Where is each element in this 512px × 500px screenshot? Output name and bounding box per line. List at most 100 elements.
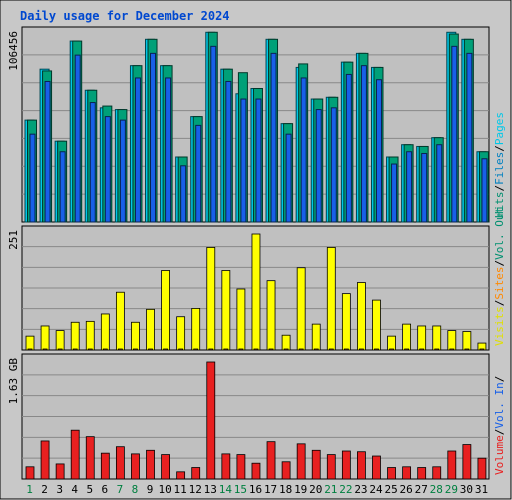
legend-item: /: [493, 260, 506, 267]
bar-visits: [55, 330, 65, 351]
legend-item: Vol. Out: [493, 207, 506, 260]
bar-pages: [240, 98, 247, 223]
bar-volume: [462, 444, 472, 480]
bar-visits: [131, 321, 140, 351]
bar-volume: [417, 467, 427, 480]
bar-volume: [70, 429, 80, 480]
day-label: 21: [324, 483, 337, 496]
bar-visits: [40, 325, 50, 351]
bar-visits: [296, 267, 306, 351]
bar-pages: [210, 45, 217, 223]
day-label: 6: [102, 483, 109, 496]
bar-sites: [464, 348, 470, 351]
day-label: 16: [249, 483, 262, 496]
day-label: 13: [204, 483, 217, 496]
bar-sites: [389, 348, 394, 351]
bar-visits: [387, 335, 396, 351]
day-label: 4: [71, 483, 78, 496]
bar-pages: [165, 77, 172, 223]
day-label: 8: [132, 483, 139, 496]
day-label: 27: [415, 483, 428, 496]
bar-visits: [417, 325, 427, 351]
day-label: 26: [400, 483, 413, 496]
bar-volume: [281, 461, 291, 480]
day-label: 24: [369, 483, 383, 496]
bar-visits: [176, 316, 186, 351]
bar-pages: [421, 152, 428, 223]
bar-visits: [462, 331, 472, 351]
bar-pages: [270, 52, 277, 223]
bar-volume: [206, 361, 216, 480]
bar-volume: [161, 454, 170, 480]
bar-pages: [225, 80, 232, 223]
bar-sites: [87, 348, 93, 351]
bar-visits: [447, 330, 457, 351]
bar-sites: [42, 348, 48, 351]
bar-visits: [146, 308, 155, 351]
bar-pages: [406, 151, 413, 223]
bar-pages: [360, 65, 367, 223]
bar-sites: [57, 348, 63, 351]
day-label: 28: [430, 483, 443, 496]
day-label: 17: [264, 483, 277, 496]
legend-item: /: [493, 300, 506, 307]
bar-pages: [119, 119, 126, 223]
bar-pages: [300, 77, 307, 223]
bar-visits: [266, 280, 276, 351]
bar-volume: [25, 466, 35, 480]
bar-sites: [72, 348, 78, 351]
bar-sites: [102, 348, 108, 351]
bar-visits: [191, 308, 201, 351]
day-label: 22: [339, 483, 352, 496]
day-label: 11: [174, 483, 187, 496]
bar-volume: [432, 466, 442, 480]
bar-pages: [330, 107, 337, 223]
bar-volume: [85, 436, 95, 480]
bar-pages: [466, 52, 473, 223]
bar-volume: [447, 450, 457, 480]
bar-sites: [434, 348, 440, 351]
bar-pages: [29, 133, 36, 223]
scale-label-hits: 106456: [7, 31, 20, 71]
legend-item: /: [493, 376, 506, 383]
bar-pages: [104, 116, 111, 223]
bar-visits: [251, 233, 261, 351]
bar-visits: [70, 321, 80, 351]
day-label: 10: [158, 483, 171, 496]
bar-sites: [27, 348, 33, 351]
bar-sites: [133, 348, 138, 351]
day-label: 15: [234, 483, 247, 496]
day-label: 5: [86, 483, 93, 496]
scale-label-visits: 251: [7, 230, 20, 250]
bar-sites: [253, 348, 259, 351]
bar-volume: [477, 457, 487, 480]
bar-volume: [311, 449, 321, 480]
legend-item: Pages: [493, 112, 506, 145]
day-label: 20: [309, 483, 322, 496]
bar-volume: [402, 466, 412, 480]
bar-volume: [372, 455, 381, 480]
bar-visits: [432, 325, 442, 351]
bar-volume: [221, 453, 231, 480]
chart-title: Daily usage for December 2024: [20, 9, 230, 23]
bar-visits: [206, 247, 216, 351]
day-label: 19: [294, 483, 307, 496]
legend-item: /: [493, 145, 506, 152]
day-label: 12: [189, 483, 202, 496]
bar-sites: [193, 348, 199, 351]
bar-sites: [313, 348, 319, 351]
day-label: 18: [279, 483, 292, 496]
legend-item: Files: [493, 152, 506, 185]
bar-sites: [178, 348, 184, 351]
legend-item: Volume: [493, 435, 506, 475]
day-label: 25: [384, 483, 397, 496]
bar-pages: [195, 124, 202, 223]
bar-visits: [341, 293, 351, 351]
legend-item: /: [493, 185, 506, 192]
bar-volume: [296, 443, 306, 480]
bar-visits: [85, 320, 95, 351]
